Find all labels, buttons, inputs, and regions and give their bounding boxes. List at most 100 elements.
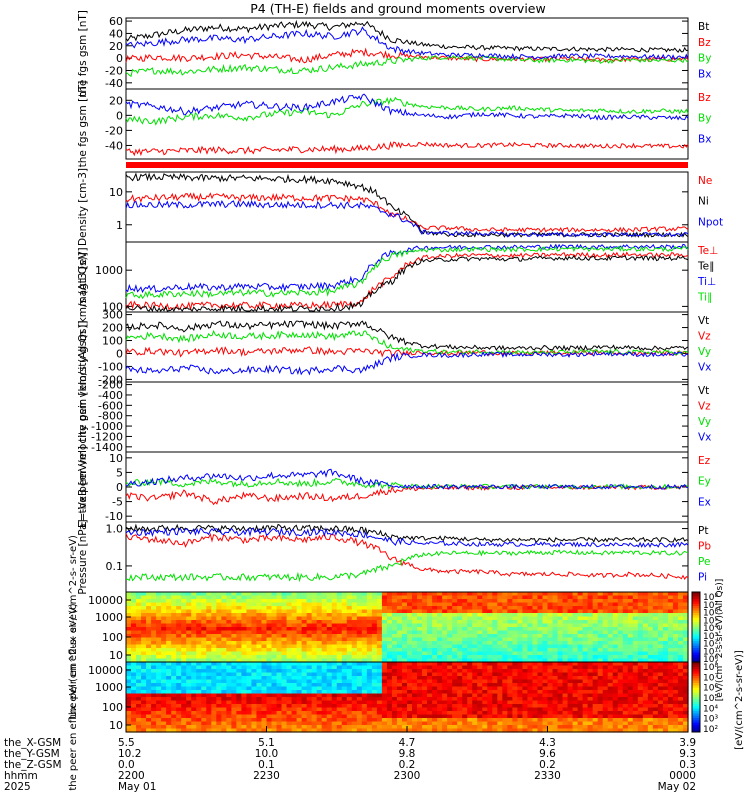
spectro-cell bbox=[597, 623, 604, 628]
spectro-cell bbox=[637, 686, 644, 691]
spectro-cell bbox=[321, 721, 328, 726]
spectro-cell bbox=[447, 644, 453, 649]
spectro-cell bbox=[662, 595, 669, 600]
spectro-cell bbox=[432, 641, 438, 646]
spectro-cell bbox=[587, 707, 594, 712]
spectro-cell bbox=[467, 707, 473, 712]
spectro-cell bbox=[602, 620, 609, 625]
spectro-cell bbox=[437, 669, 443, 674]
colorbar-cell bbox=[692, 690, 700, 693]
spectro-cell bbox=[662, 707, 669, 712]
spectro-cell bbox=[432, 676, 438, 681]
spectro-cell bbox=[246, 627, 253, 632]
spectro-cell bbox=[146, 613, 152, 618]
spectro-cell bbox=[261, 627, 268, 632]
spectro-cell bbox=[447, 665, 453, 670]
spectro-cell bbox=[401, 655, 408, 660]
spectro-cell bbox=[422, 662, 428, 667]
spectro-cell bbox=[452, 693, 458, 698]
spectro-cell bbox=[502, 714, 508, 719]
spectro-cell bbox=[306, 592, 313, 597]
spectro-cell bbox=[241, 672, 248, 677]
spectro-cell bbox=[271, 648, 278, 653]
spectro-cell bbox=[617, 700, 624, 705]
spectro-cell bbox=[331, 669, 338, 674]
colorbar-tick: 10² bbox=[703, 640, 718, 650]
spectro-cell bbox=[467, 728, 473, 733]
spectro-cell bbox=[221, 711, 227, 716]
spectro-cell bbox=[126, 700, 132, 705]
spectro-cell bbox=[201, 693, 207, 698]
spectro-cell bbox=[346, 620, 353, 625]
spectro-cell bbox=[577, 655, 584, 660]
spectro-cell bbox=[627, 627, 634, 632]
spectro-cell bbox=[381, 690, 388, 695]
spectro-cell bbox=[141, 693, 147, 698]
spectro-cell bbox=[492, 620, 498, 625]
spectro-cell bbox=[657, 711, 664, 716]
spectro-cell bbox=[381, 672, 388, 677]
legend-By: By bbox=[698, 53, 711, 65]
spectro-cell bbox=[562, 683, 569, 688]
spectro-cell bbox=[151, 637, 157, 642]
spectro-cell bbox=[572, 630, 579, 635]
spectro-cell bbox=[677, 690, 684, 695]
spectro-cell bbox=[617, 665, 624, 670]
spectro-cell bbox=[562, 602, 569, 607]
spectro-cell bbox=[627, 637, 634, 642]
spectro-cell bbox=[301, 711, 308, 716]
spectro-cell bbox=[131, 711, 137, 716]
spectro-cell bbox=[366, 728, 373, 733]
spectro-cell bbox=[437, 616, 443, 621]
spectro-cell bbox=[131, 686, 137, 691]
spectro-cell bbox=[652, 718, 659, 723]
spectro-cell bbox=[617, 602, 624, 607]
spectro-cell bbox=[131, 655, 137, 660]
spectro-cell bbox=[196, 634, 202, 639]
spectro-cell bbox=[221, 704, 227, 709]
spectro-cell bbox=[597, 690, 604, 695]
spectro-cell bbox=[682, 704, 689, 709]
spectro-cell bbox=[512, 651, 518, 656]
spectro-cell bbox=[482, 637, 488, 642]
spectro-cell bbox=[467, 623, 473, 628]
spectro-cell bbox=[371, 620, 378, 625]
spectro-cell bbox=[301, 704, 308, 709]
spectro-cell bbox=[647, 616, 654, 621]
spectro-cell bbox=[216, 669, 222, 674]
spectro-cell bbox=[522, 700, 529, 705]
spectro-cell bbox=[286, 595, 293, 600]
spectro-cell bbox=[366, 718, 373, 723]
spectro-cell bbox=[271, 651, 278, 656]
spectro-cell bbox=[246, 718, 253, 723]
spectro-cell bbox=[131, 599, 137, 604]
spectro-cell bbox=[682, 637, 689, 642]
spectro-cell bbox=[176, 683, 182, 688]
xrow-value: May 02 bbox=[658, 781, 696, 793]
spectro-cell bbox=[467, 599, 473, 604]
spectro-cell bbox=[492, 704, 498, 709]
spectro-cell bbox=[597, 637, 604, 642]
spectro-cell bbox=[432, 644, 438, 649]
spectro-cell bbox=[437, 648, 443, 653]
spectro-cell bbox=[632, 623, 639, 628]
spectro-cell bbox=[236, 592, 243, 597]
spectro-cell bbox=[652, 644, 659, 649]
spectro-cell bbox=[166, 620, 172, 625]
spectro-cell bbox=[542, 690, 549, 695]
spectro-cell bbox=[682, 606, 689, 611]
spectro-cell bbox=[497, 725, 503, 730]
spectro-cell bbox=[482, 676, 488, 681]
spectro-cell bbox=[542, 627, 549, 632]
spectro-cell bbox=[316, 609, 323, 614]
spectro-cell bbox=[622, 623, 629, 628]
spectro-cell bbox=[231, 686, 237, 691]
spectro-cell bbox=[191, 665, 197, 670]
spectro-cell bbox=[577, 620, 584, 625]
spectro-cell bbox=[281, 616, 288, 621]
spectro-cell bbox=[482, 718, 488, 723]
spectro-cell bbox=[572, 620, 579, 625]
spectro-cell bbox=[582, 634, 589, 639]
spectro-cell bbox=[537, 683, 544, 688]
spectro-cell bbox=[331, 728, 338, 733]
